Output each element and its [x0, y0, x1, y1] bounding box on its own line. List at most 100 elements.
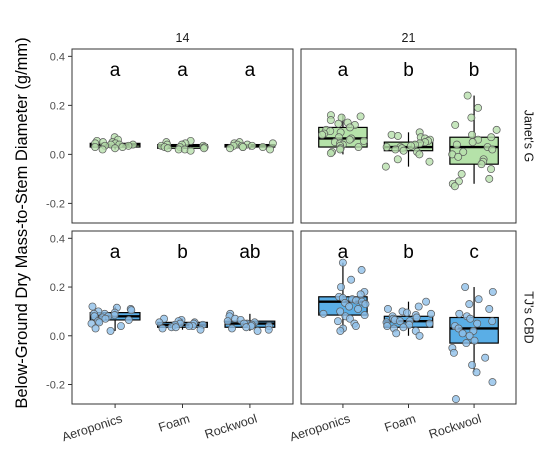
data-point — [451, 395, 460, 404]
data-point — [228, 324, 236, 333]
data-point — [356, 112, 365, 121]
data-point — [463, 91, 472, 100]
data-point — [357, 266, 366, 274]
column-strip-label-14: 14 — [176, 31, 190, 45]
significance-letter: a — [110, 242, 121, 263]
data-point — [226, 144, 234, 153]
data-point — [101, 314, 110, 323]
significance-letter: b — [403, 242, 414, 263]
data-point — [155, 318, 164, 327]
data-point — [345, 123, 354, 132]
data-point — [337, 283, 345, 291]
data-point — [91, 324, 100, 333]
data-point — [334, 119, 343, 128]
data-point — [415, 331, 424, 340]
data-point — [412, 313, 421, 322]
data-point — [336, 307, 345, 316]
data-point — [95, 318, 104, 327]
data-point — [338, 258, 347, 267]
data-point — [381, 162, 390, 171]
data-point — [248, 141, 257, 150]
data-point — [345, 314, 354, 323]
data-point — [399, 146, 408, 155]
data-point — [403, 308, 411, 317]
data-point — [462, 339, 471, 348]
data-point — [449, 348, 458, 357]
data-point — [253, 326, 262, 335]
row-strip-label-0: Janet's G — [522, 110, 536, 162]
data-point — [459, 147, 468, 156]
data-point — [347, 275, 356, 284]
column-strip-label-21: 21 — [402, 31, 416, 45]
data-point — [127, 306, 136, 315]
data-point — [466, 314, 475, 323]
data-point — [393, 132, 402, 140]
data-point — [326, 116, 335, 125]
y-tick-label: 0.4 — [50, 233, 65, 245]
data-point — [171, 323, 180, 332]
data-point — [450, 182, 459, 191]
data-point — [258, 143, 267, 151]
y-tick-label: 0.2 — [50, 100, 65, 112]
data-point — [318, 130, 327, 139]
data-point — [336, 145, 345, 154]
data-point — [455, 309, 464, 318]
data-point — [451, 121, 460, 129]
data-point — [163, 144, 172, 153]
data-point — [266, 145, 274, 154]
data-point — [345, 135, 354, 144]
y-tick-label: 0.4 — [50, 51, 65, 63]
x-tick-label-rockwool: Rockwool — [427, 412, 483, 442]
data-point — [481, 353, 490, 362]
data-point — [117, 322, 125, 330]
x-tick-label-aeroponics: Aeroponics — [288, 412, 352, 445]
data-point — [118, 143, 127, 151]
data-point — [470, 336, 479, 345]
data-point — [474, 295, 483, 304]
data-point — [392, 329, 401, 338]
y-tick-label: 0.0 — [50, 331, 65, 343]
data-point — [98, 145, 107, 154]
data-point — [452, 140, 461, 149]
data-point — [393, 155, 402, 164]
data-point — [361, 300, 370, 309]
data-point — [488, 287, 497, 296]
data-point — [354, 305, 363, 313]
data-point — [425, 157, 434, 166]
data-point — [477, 160, 486, 169]
data-point — [488, 145, 497, 154]
data-point — [473, 319, 482, 328]
data-point — [487, 165, 496, 174]
y-axis-label: Below-Ground Dry Mass-to-Stem Diameter (… — [13, 37, 31, 408]
data-point — [111, 144, 119, 153]
data-point — [485, 174, 494, 183]
data-point — [88, 302, 97, 311]
data-point — [414, 302, 423, 311]
x-tick-label-rockwool: Rockwool — [203, 412, 259, 442]
data-point — [383, 305, 392, 313]
data-point — [407, 141, 415, 150]
data-point — [472, 368, 481, 377]
data-point — [396, 317, 404, 326]
panel-frame-1-1 — [300, 230, 517, 405]
data-point — [454, 152, 463, 161]
data-point — [427, 309, 435, 318]
data-point — [485, 305, 494, 313]
data-point — [425, 319, 434, 328]
data-point — [185, 322, 194, 330]
data-point — [223, 317, 232, 326]
data-point — [468, 361, 477, 369]
data-point — [492, 125, 501, 134]
data-point — [336, 326, 345, 335]
y-tick-label: 0.2 — [50, 282, 65, 294]
significance-letter: a — [177, 60, 188, 81]
data-point — [465, 331, 474, 340]
significance-letter: a — [338, 242, 349, 263]
row-strip-label-1: TJ's CBD — [522, 291, 536, 343]
data-point — [468, 138, 477, 147]
data-point — [264, 325, 273, 334]
data-point — [457, 170, 466, 178]
data-point — [415, 150, 424, 159]
data-point — [124, 315, 133, 324]
significance-letter: c — [469, 242, 479, 263]
